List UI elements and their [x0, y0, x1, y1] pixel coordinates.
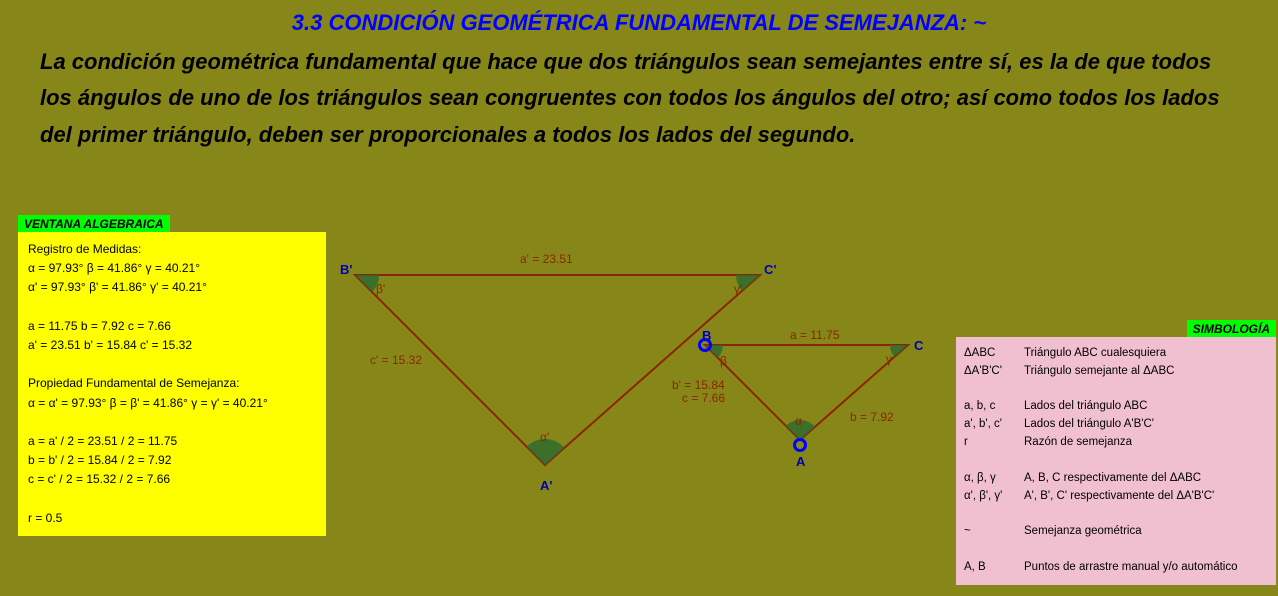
- vertex-label-Cp: C': [764, 262, 776, 277]
- measure-ap: a' = 23.51: [520, 252, 573, 266]
- simbologia-key: [964, 452, 1024, 470]
- vertex-label-C: C: [914, 338, 923, 353]
- simbologia-row: a', b', c'Lados del triángulo A'B'C': [964, 416, 1268, 434]
- ventana-line: α' = 97.93° β' = 41.86° γ' = 40.21°: [28, 278, 316, 297]
- simbologia-row: A, B Puntos de arrastre manual y/o autom…: [964, 559, 1268, 577]
- drag-point-B[interactable]: [698, 338, 712, 352]
- page-title: 3.3 CONDICIÓN GEOMÉTRICA FUNDAMENTAL DE …: [0, 0, 1278, 36]
- ventana-line: [28, 298, 316, 317]
- drag-point-A[interactable]: [793, 438, 807, 452]
- simbologia-key: [964, 505, 1024, 523]
- simbologia-key: r: [964, 434, 1024, 452]
- simbologia-value: A', B', C' respectivamente del ΔA'B'C': [1024, 488, 1214, 506]
- ventana-line: a = 11.75 b = 7.92 c = 7.66: [28, 317, 316, 336]
- simbologia-value: Triángulo ABC cualesquiera: [1024, 345, 1166, 363]
- ventana-line: a = a' / 2 = 23.51 / 2 = 11.75: [28, 432, 316, 451]
- simbologia-value: Lados del triángulo ABC: [1024, 398, 1147, 416]
- ventana-line: α = 97.93° β = 41.86° γ = 40.21°: [28, 259, 316, 278]
- simbologia-row: α, β, γ A, B, C respectivamente del ΔABC: [964, 470, 1268, 488]
- simbologia-key: a', b', c': [964, 416, 1024, 434]
- angle-arcs: [355, 275, 908, 465]
- ventana-line: [28, 355, 316, 374]
- simbologia-key: [964, 381, 1024, 399]
- ventana-line: [28, 489, 316, 508]
- measure-bp: b' = 15.84: [672, 378, 725, 392]
- simbologia-value: [1024, 505, 1027, 523]
- simbologia-value: Semejanza geométrica: [1024, 523, 1142, 541]
- simbologia-row: a, b, cLados del triángulo ABC: [964, 398, 1268, 416]
- simbologia-key: α', β', γ': [964, 488, 1024, 506]
- simbologia-key: ΔA'B'C': [964, 363, 1024, 381]
- simbologia-value: Puntos de arrastre manual y/o automático: [1024, 559, 1238, 577]
- ventana-line: [28, 413, 316, 432]
- simbologia-value: A, B, C respectivamente del ΔABC: [1024, 470, 1201, 488]
- ventana-line: α = α' = 97.93° β = β' = 41.86° γ = γ' =…: [28, 394, 316, 413]
- ventana-label: VENTANA ALGEBRAICA: [18, 215, 170, 233]
- simbologia-value: [1024, 541, 1027, 559]
- measure-b: b = 7.92: [850, 410, 894, 424]
- angle-gamma-p: γ': [734, 282, 742, 296]
- ventana-line: b = b' / 2 = 15.84 / 2 = 7.92: [28, 451, 316, 470]
- angle-alpha: α: [795, 414, 802, 428]
- simbologia-key: a, b, c: [964, 398, 1024, 416]
- simbologia-row: [964, 541, 1268, 559]
- angle-beta-p: β': [376, 282, 385, 296]
- triangles-svg: [330, 250, 960, 530]
- ventana-line: Propiedad Fundamental de Semejanza:: [28, 374, 316, 393]
- simbologia-row: [964, 452, 1268, 470]
- simbologia-row: [964, 381, 1268, 399]
- triangle-big: [355, 275, 760, 465]
- simbologia-row: rRazón de semejanza: [964, 434, 1268, 452]
- simbologia-row: ΔA'B'C'Triángulo semejante al ΔABC: [964, 363, 1268, 381]
- vertex-label-A: A: [796, 454, 805, 469]
- simbologia-value: Razón de semejanza: [1024, 434, 1132, 452]
- vertex-label-Ap: A': [540, 478, 552, 493]
- ventana-line: a' = 23.51 b' = 15.84 c' = 15.32: [28, 336, 316, 355]
- ventana-line: r = 0.5: [28, 509, 316, 528]
- simbologia-value: [1024, 381, 1027, 399]
- simbologia-row: ΔABCTriángulo ABC cualesquiera: [964, 345, 1268, 363]
- measure-c: c = 7.66: [682, 391, 725, 405]
- ventana-line: Registro de Medidas:: [28, 240, 316, 259]
- simbologia-value: Lados del triángulo A'B'C': [1024, 416, 1154, 434]
- simbologia-row: α', β', γ' A', B', C' respectivamente de…: [964, 488, 1268, 506]
- simbologia-key: ~: [964, 523, 1024, 541]
- body-paragraph: La condición geométrica fundamental que …: [0, 36, 1278, 153]
- simbologia-value: [1024, 452, 1027, 470]
- geometry-diagram: B' C' A' B C A a' = 23.51 b' = 15.84 c' …: [330, 250, 960, 530]
- simbologia-key: α, β, γ: [964, 470, 1024, 488]
- simbologia-panel: ΔABCTriángulo ABC cualesquieraΔA'B'C'Tri…: [956, 337, 1276, 585]
- simbologia-value: Triángulo semejante al ΔABC: [1024, 363, 1174, 381]
- measure-cp: c' = 15.32: [370, 353, 422, 367]
- simbologia-label: SIMBOLOGÍA: [1187, 320, 1276, 338]
- simbologia-key: A, B: [964, 559, 1024, 577]
- ventana-panel: Registro de Medidas: α = 97.93° β = 41.8…: [18, 232, 326, 536]
- measure-a: a = 11.75: [790, 328, 840, 342]
- angle-beta: β: [720, 354, 727, 368]
- simbologia-key: [964, 541, 1024, 559]
- vertex-label-Bp: B': [340, 262, 352, 277]
- angle-alpha-p: α': [540, 430, 549, 444]
- simbologia-key: ΔABC: [964, 345, 1024, 363]
- ventana-line: c = c' / 2 = 15.32 / 2 = 7.66: [28, 470, 316, 489]
- angle-gamma: γ: [886, 352, 892, 366]
- simbologia-row: [964, 505, 1268, 523]
- simbologia-row: ~ Semejanza geométrica: [964, 523, 1268, 541]
